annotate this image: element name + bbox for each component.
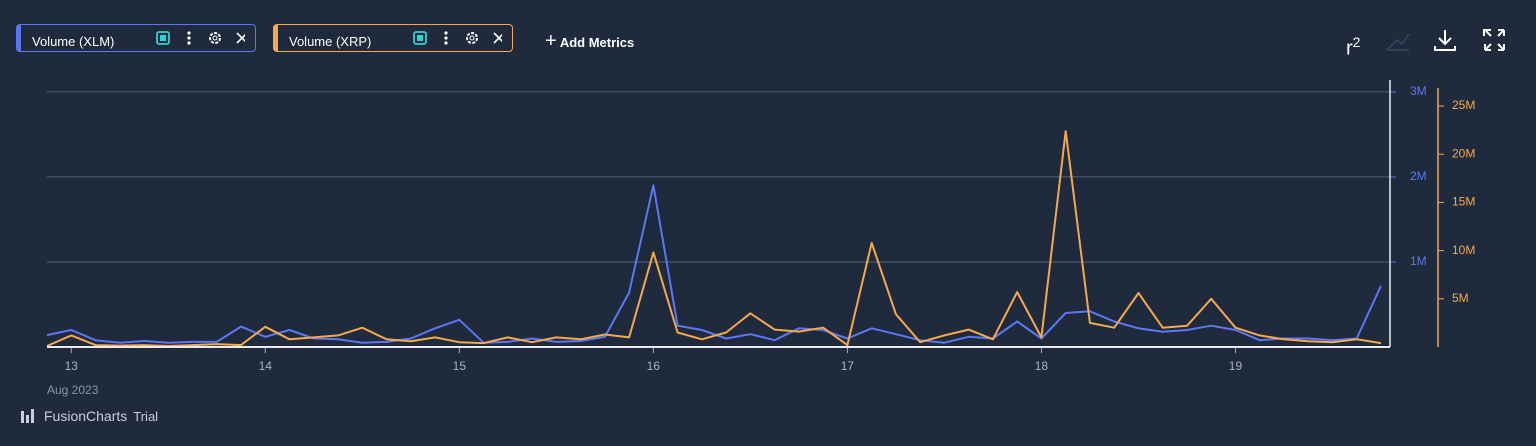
x-caption: Aug 2023	[47, 383, 99, 397]
metric-chip[interactable]: Volume (XLM)	[16, 24, 256, 52]
y2-tick-label: 5M	[1452, 291, 1469, 305]
y2-tick-label: 10M	[1452, 243, 1475, 257]
x-tick-label: 18	[1035, 359, 1049, 373]
y-tick-label: 1M	[1410, 254, 1427, 268]
x-tick-label: 14	[259, 359, 273, 373]
series-line	[46, 130, 1382, 347]
brand-name: FusionCharts	[44, 408, 128, 424]
chip-label: Volume (XRP)	[289, 33, 372, 49]
x-tick-label: 16	[647, 359, 661, 373]
chip-icons	[156, 31, 245, 45]
add-metrics-label: Add Metrics	[559, 35, 635, 50]
x-tick-label: 15	[453, 359, 467, 373]
brand: FusionCharts Trial	[20, 408, 158, 424]
x-tick-label: 19	[1229, 359, 1243, 373]
toolbar-icons[interactable]	[1385, 28, 1515, 54]
y-tick-label: 3M	[1410, 84, 1427, 98]
x-tick-label: 13	[65, 359, 79, 373]
y-tick-label: 2M	[1410, 169, 1427, 183]
brand-logo	[21, 409, 34, 423]
metric-chip[interactable]: Volume (XRP)	[273, 24, 513, 52]
brand-tag: Trial	[133, 408, 159, 424]
r-base: r	[1346, 37, 1353, 60]
chip-icons	[413, 31, 502, 45]
y2-tick-label: 20M	[1452, 146, 1475, 160]
add-metrics[interactable]: + Add Metrics	[545, 30, 635, 52]
r-sup: 2	[1352, 34, 1361, 50]
y2-tick-label: 25M	[1452, 98, 1475, 112]
x-tick-label: 17	[841, 359, 855, 373]
series-line	[46, 184, 1382, 344]
y2-tick-label: 15M	[1452, 195, 1475, 209]
chip-label: Volume (XLM)	[32, 33, 115, 49]
r-squared-button[interactable]: r2	[1346, 34, 1360, 61]
